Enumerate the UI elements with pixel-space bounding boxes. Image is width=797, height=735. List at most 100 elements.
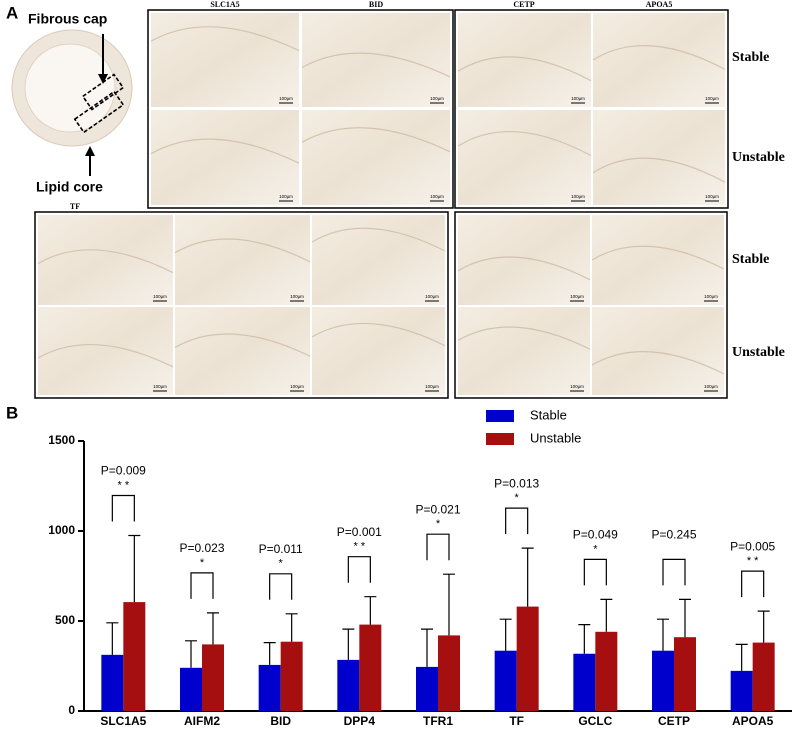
image-label: CETP [513,0,534,9]
panel-label: A [6,3,18,22]
significance-stars: * * [118,479,130,491]
legend-label: Stable [530,407,567,422]
micrograph [592,215,724,305]
bar [416,666,438,711]
y-tick-label: 500 [55,613,75,627]
micrograph [175,307,310,395]
scale-bar-label: 100μm [571,194,585,199]
bar [573,653,596,711]
tissue-fold [301,127,451,153]
y-tick-label: 1000 [48,523,75,537]
significance-bracket [583,558,607,586]
error-bar [443,573,455,636]
error-bar [735,643,748,671]
error-bar [207,612,219,645]
bar [101,654,124,711]
micrograph [151,110,299,205]
scale-bar-label: 100μm [704,294,718,299]
tissue-fold [457,130,592,157]
tissue-fold [37,344,174,368]
image-frame [454,9,729,209]
bar [337,659,360,711]
significance-stars: * [200,557,205,569]
micrograph [593,13,725,107]
significance-stars: * [515,492,520,504]
tissue-fold [37,249,174,274]
x-tick-label: BID [270,714,291,728]
p-value: P=0.023 [179,541,224,555]
error-bar [128,534,141,603]
significance-stars: * [593,543,598,555]
scale-bar-label: 100μm [425,294,439,299]
tissue-fold [311,322,446,347]
error-bar [578,624,591,654]
bar [438,635,460,711]
significance-bracket [190,572,214,599]
bar [258,664,281,711]
scale-bar-label: 100μm [290,384,304,389]
tissue-fold [591,245,725,270]
tissue-fold [592,157,726,183]
scale-bar-label: 100μm [430,194,444,199]
p-value: P=0.021 [415,502,460,516]
micrograph [38,215,173,305]
arrowhead [85,146,95,156]
significance-bracket [111,494,135,522]
bar [180,667,202,711]
significance-bracket [741,570,765,598]
bar [280,641,303,711]
annotation: Lipid core [36,179,103,195]
image-label: BID [369,0,383,9]
bar [494,650,517,711]
error-bar [421,628,433,667]
panel-label: B [6,403,18,422]
significance-stars: * [279,558,284,570]
error-bar [342,628,355,660]
image-frame [34,211,449,399]
x-tick-label: CETP [658,714,690,728]
micrograph [302,110,450,205]
legend-swatch [486,433,514,445]
scale-bar-label: 100μm [425,384,439,389]
tissue-fold [311,227,446,252]
tissue-fold [174,238,311,263]
scale-bar-label: 100μm [704,384,718,389]
micrograph [175,215,310,305]
x-tick-label: APOA5 [732,714,774,728]
micrograph [458,307,590,395]
significance-stars: * * [747,555,759,567]
micrograph [312,215,445,305]
p-value: P=0.011 [259,542,303,556]
fibrous-cap-box [81,73,125,111]
error-bar [106,622,119,655]
significance-bracket [662,558,686,586]
bar [123,602,146,711]
error-bar [499,618,512,651]
significance-bracket [426,533,450,561]
p-value: P=0.009 [101,464,146,478]
y-tick-label: 1500 [48,433,75,447]
scale-bar-label: 100μm [571,96,585,101]
tissue-fold [457,56,592,82]
x-tick-label: GCLC [578,714,612,728]
tissue-fold [150,138,300,164]
row-label: Unstable [732,345,785,360]
error-bar [521,547,534,607]
error-bar [364,596,377,625]
image-label: APOA5 [646,0,673,9]
scale-bar-label: 100μm [570,384,584,389]
p-value: P=0.001 [337,525,382,539]
error-bar [657,618,669,651]
image-label: SLC1A5 [210,0,239,9]
error-bar [285,613,298,642]
x-tick-label: TF [509,714,524,728]
x-tick-label: SLC1A5 [100,714,146,728]
bar [752,642,775,711]
image-frame [147,9,454,209]
micrograph [593,110,725,205]
vessel-lumen [24,43,116,133]
scale-bar-label: 100μm [279,96,293,101]
tissue-fold [301,52,451,78]
lipid-core-box [73,90,125,134]
